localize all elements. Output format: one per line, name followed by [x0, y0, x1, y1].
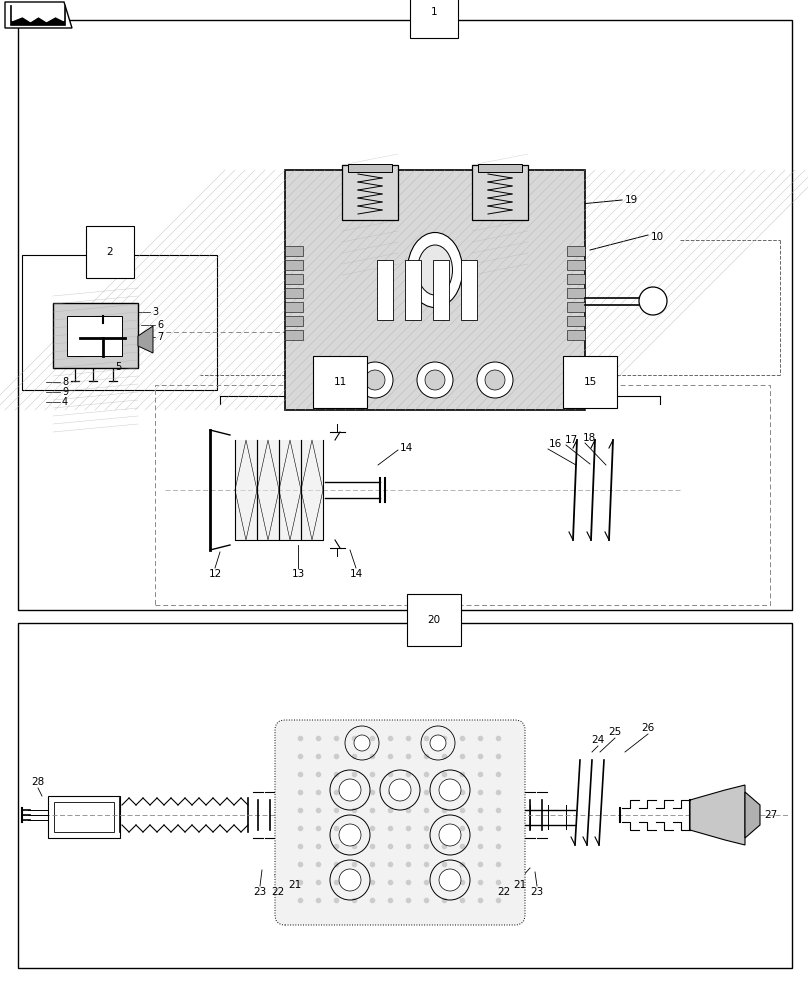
- Bar: [461, 260, 477, 320]
- Bar: [567, 288, 585, 298]
- Circle shape: [339, 779, 361, 801]
- Bar: [285, 316, 303, 326]
- Bar: [567, 274, 585, 284]
- Text: 20: 20: [427, 615, 440, 625]
- FancyBboxPatch shape: [275, 720, 525, 925]
- Polygon shape: [138, 326, 153, 353]
- Ellipse shape: [418, 245, 452, 295]
- Bar: [235, 440, 257, 540]
- Bar: [567, 246, 585, 256]
- Text: 14: 14: [349, 569, 363, 579]
- Text: 11: 11: [334, 377, 347, 387]
- Text: 5: 5: [115, 362, 121, 372]
- Text: 21: 21: [288, 880, 301, 890]
- Circle shape: [339, 869, 361, 891]
- Bar: [67, 316, 122, 356]
- Text: 14: 14: [400, 443, 413, 453]
- Bar: [257, 440, 279, 540]
- Text: 13: 13: [292, 569, 305, 579]
- Text: 10: 10: [651, 232, 664, 242]
- Polygon shape: [5, 2, 72, 28]
- Polygon shape: [690, 785, 745, 845]
- Bar: [567, 316, 585, 326]
- Circle shape: [357, 362, 393, 398]
- Circle shape: [425, 370, 445, 390]
- Bar: [155, 385, 770, 605]
- Bar: [22, 255, 217, 390]
- Bar: [433, 260, 449, 320]
- Bar: [348, 164, 392, 172]
- Ellipse shape: [407, 232, 462, 308]
- Bar: [567, 302, 585, 312]
- Bar: [301, 440, 323, 540]
- Text: 23: 23: [254, 887, 267, 897]
- Bar: [54, 802, 114, 832]
- Text: 15: 15: [583, 377, 596, 387]
- Circle shape: [639, 287, 667, 315]
- Bar: [18, 20, 792, 610]
- Bar: [342, 165, 398, 220]
- Text: 1: 1: [431, 7, 437, 17]
- Circle shape: [439, 869, 461, 891]
- Text: 22: 22: [271, 887, 284, 897]
- Text: 8: 8: [62, 377, 68, 387]
- Text: 16: 16: [549, 439, 562, 449]
- Text: 19: 19: [625, 195, 638, 205]
- Text: 25: 25: [608, 727, 621, 737]
- Bar: [18, 623, 792, 968]
- Text: 27: 27: [764, 810, 777, 820]
- Bar: [377, 260, 393, 320]
- Text: 18: 18: [583, 433, 596, 443]
- Polygon shape: [745, 792, 760, 838]
- Text: 2: 2: [107, 247, 113, 257]
- Circle shape: [439, 779, 461, 801]
- Text: 24: 24: [591, 735, 604, 745]
- Bar: [285, 302, 303, 312]
- Text: 12: 12: [208, 569, 221, 579]
- Polygon shape: [10, 5, 65, 25]
- Text: 28: 28: [32, 777, 44, 787]
- Bar: [48, 796, 120, 838]
- Bar: [279, 440, 301, 540]
- Text: 26: 26: [642, 723, 654, 733]
- Circle shape: [485, 370, 505, 390]
- Text: 6: 6: [157, 320, 163, 330]
- Circle shape: [439, 824, 461, 846]
- Bar: [285, 246, 303, 256]
- Text: 17: 17: [565, 435, 579, 445]
- Text: 7: 7: [157, 332, 163, 342]
- Text: 4: 4: [62, 397, 68, 407]
- Circle shape: [389, 779, 411, 801]
- Text: 3: 3: [152, 307, 158, 317]
- Circle shape: [354, 735, 370, 751]
- Circle shape: [477, 362, 513, 398]
- Bar: [285, 274, 303, 284]
- Circle shape: [417, 362, 453, 398]
- Text: 22: 22: [498, 887, 511, 897]
- Bar: [472, 165, 528, 220]
- Text: 23: 23: [530, 887, 544, 897]
- Circle shape: [365, 370, 385, 390]
- Text: 9: 9: [62, 387, 68, 397]
- Bar: [405, 260, 421, 320]
- Bar: [285, 330, 303, 340]
- Circle shape: [430, 735, 446, 751]
- Bar: [567, 260, 585, 270]
- Bar: [285, 288, 303, 298]
- Bar: [285, 260, 303, 270]
- Bar: [53, 303, 138, 368]
- Bar: [567, 330, 585, 340]
- Circle shape: [339, 824, 361, 846]
- Text: 21: 21: [513, 880, 527, 890]
- Bar: [478, 164, 522, 172]
- Polygon shape: [285, 170, 585, 410]
